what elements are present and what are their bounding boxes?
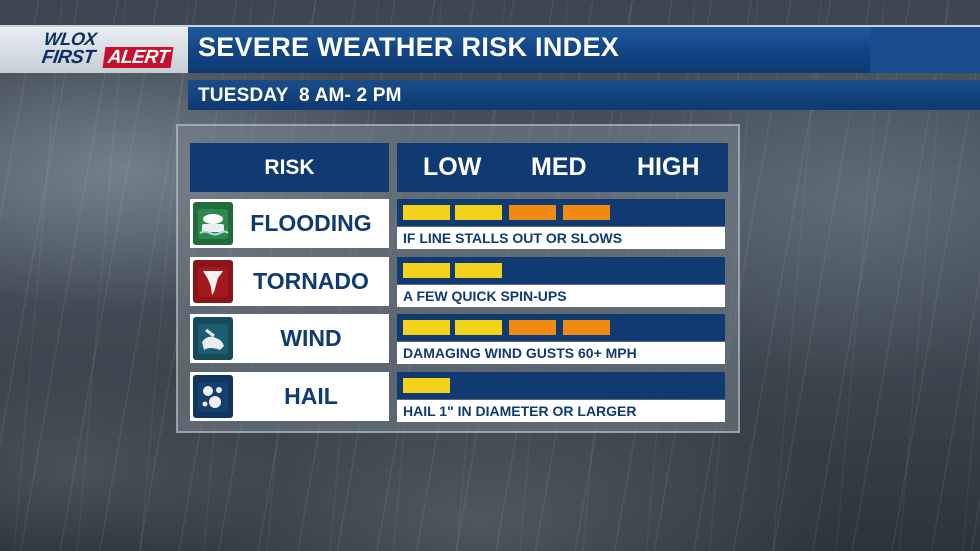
title-bar [188,27,980,73]
hail-icon [193,375,233,418]
risk-column-header: RISK [190,143,389,192]
logo-first-text: FIRST [40,47,96,68]
header-top-line [0,25,980,27]
level-segment [509,205,556,220]
risk-label-hail: HAIL [284,383,338,409]
levels-column-header [397,143,728,192]
risk-bar-hail [397,372,725,399]
level-segment [455,205,502,220]
risk-label-tornado: TORNADO [253,268,369,294]
level-segment [403,205,450,220]
level-low-label: LOW [423,153,482,181]
level-segment [455,263,502,278]
level-segment [563,320,610,335]
risk-description-tornado: A FEW QUICK SPIN-UPS [397,285,725,307]
logo-alert-text: ALERT [102,47,174,68]
tornado-icon [193,260,233,303]
subtitle-bar [188,80,980,110]
risk-bar-tornado [397,257,725,284]
risk-label-wind: WIND [280,325,342,351]
risk-description-wind: DAMAGING WIND GUSTS 60+ MPH [397,342,725,364]
time-window: TUESDAY 8 AM- 2 PM [198,85,402,106]
level-med-label: MED [531,153,587,181]
level-high-label: HIGH [637,153,700,181]
wind-icon [193,317,233,360]
level-segment [455,320,502,335]
risk-label-flooding: FLOODING [250,210,372,236]
risk-bar-wind [397,314,725,341]
risk-bar-flooding [397,199,725,226]
page-title: SEVERE WEATHER RISK INDEX [198,32,620,62]
level-segment [403,320,450,335]
level-segment [403,378,450,393]
flood-icon [193,202,233,245]
level-segment [563,205,610,220]
level-segment [403,263,450,278]
risk-description-flooding: IF LINE STALLS OUT OR SLOWS [397,227,725,249]
risk-description-hail: HAIL 1" IN DIAMETER OR LARGER [397,400,725,422]
level-segment [509,320,556,335]
